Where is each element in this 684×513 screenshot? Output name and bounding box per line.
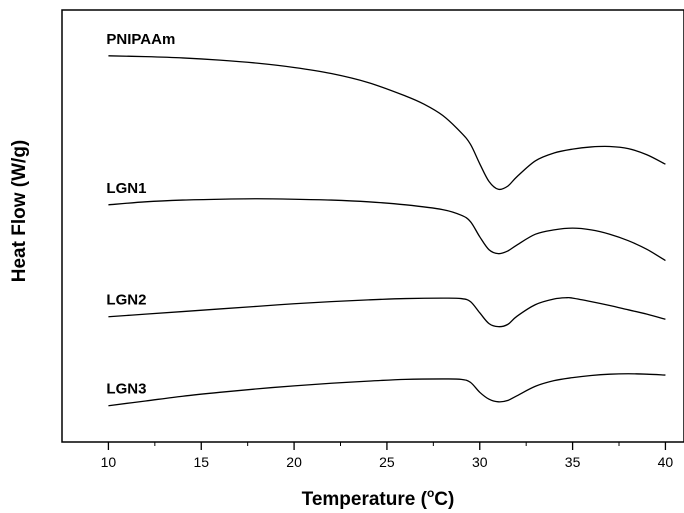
- x-tick-label-10: 10: [101, 454, 117, 470]
- y-axis-title: Heat Flow (W/g): [9, 140, 30, 282]
- x-tick-label-30: 30: [472, 454, 488, 470]
- x-tick-label-35: 35: [565, 454, 581, 470]
- x-axis-unit: C): [434, 489, 454, 510]
- plot-frame: [61, 9, 684, 443]
- x-axis-title-main: Temperature: [302, 489, 416, 510]
- series-label-lgn2: LGN2: [106, 292, 146, 309]
- series-line-lgn1: [108, 198, 666, 262]
- x-axis-ticks: 10 15 20 25 30 35 40: [101, 442, 674, 470]
- x-axis-unit-prefix: (: [421, 489, 428, 510]
- series-curves: [108, 55, 666, 407]
- x-tick-label-40: 40: [658, 454, 674, 470]
- series-label-lgn1: LGN1: [106, 180, 146, 197]
- series-label-lgn3: LGN3: [106, 381, 146, 398]
- x-axis-unit-superscript: o: [427, 486, 434, 500]
- x-tick-label-15: 15: [193, 454, 209, 470]
- x-tick-label-20: 20: [286, 454, 302, 470]
- x-axis-title: Temperature (oC): [302, 486, 455, 510]
- series-line-lgn3: [108, 373, 666, 407]
- x-tick-label-25: 25: [379, 454, 395, 470]
- series-label-pnipaam: PNIPAAm: [106, 31, 175, 48]
- series-labels: PNIPAAm LGN1 LGN2 LGN3: [106, 31, 175, 398]
- series-line-pnipaam: [108, 55, 666, 191]
- series-line-lgn2: [108, 296, 666, 328]
